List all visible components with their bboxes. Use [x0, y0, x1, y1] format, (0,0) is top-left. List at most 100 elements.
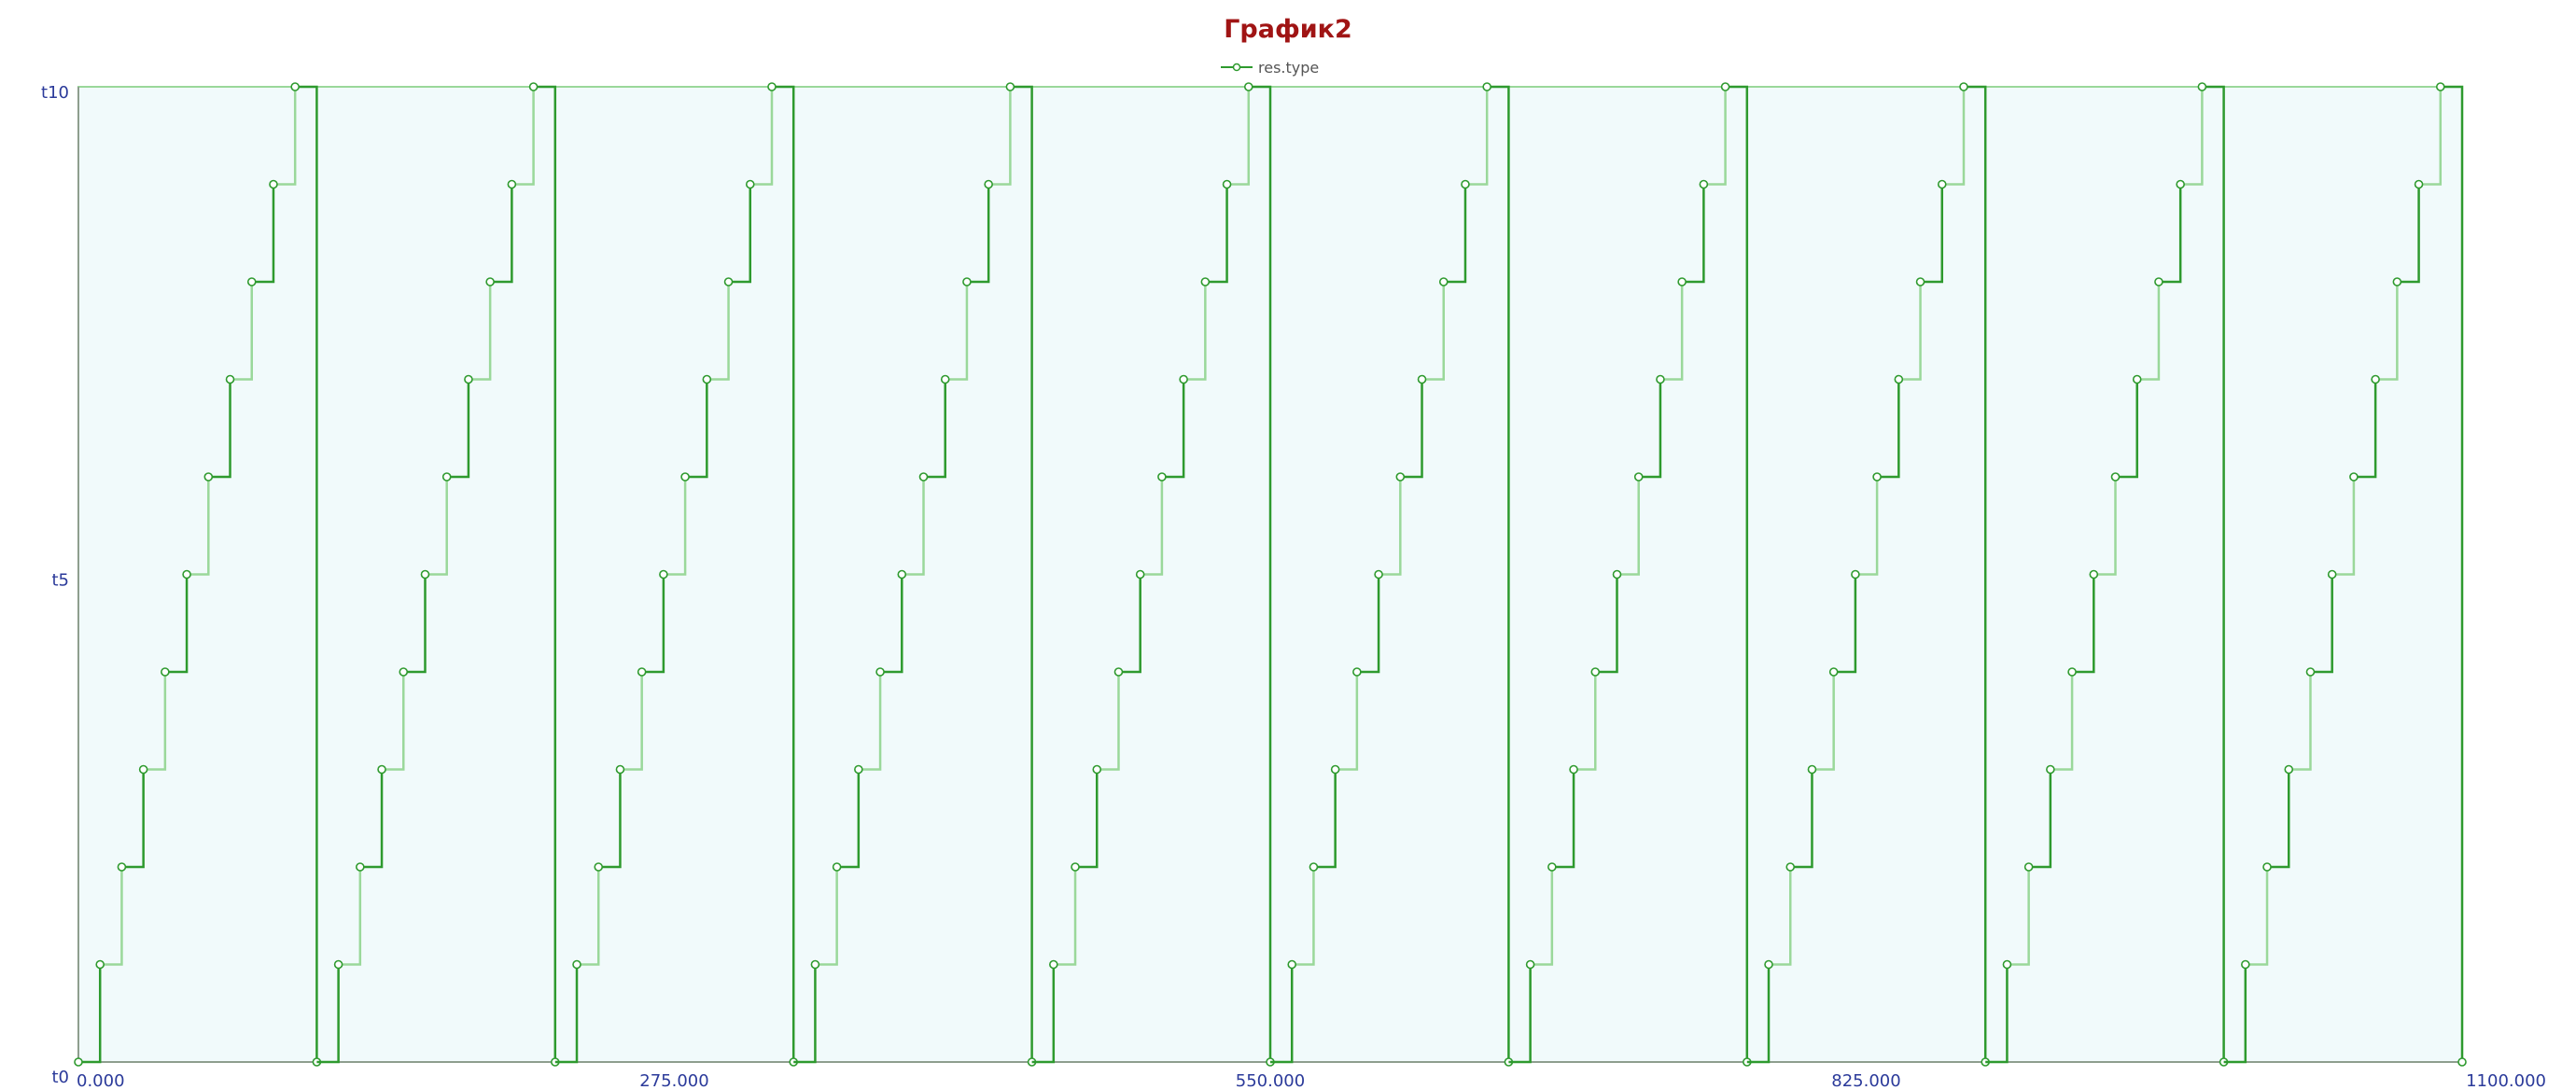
data-point	[1157, 472, 1167, 482]
data-point	[138, 764, 148, 775]
series-step	[446, 379, 470, 479]
data-point	[1461, 179, 1470, 189]
series-step	[1356, 574, 1380, 674]
series-step	[663, 477, 687, 576]
series-step	[923, 379, 946, 479]
series-step	[880, 574, 903, 674]
series-step	[1855, 477, 1879, 576]
data-point	[1677, 277, 1687, 286]
data-point	[485, 277, 495, 286]
data-point	[1569, 764, 1578, 775]
series-step	[2245, 867, 2269, 966]
data-point	[1915, 277, 1925, 286]
data-point	[615, 764, 625, 775]
series-step	[1421, 282, 1445, 381]
data-point	[161, 667, 170, 677]
data-point	[1179, 374, 1188, 384]
series-step	[468, 282, 492, 381]
data-point	[74, 1057, 83, 1067]
series-step	[2007, 867, 2030, 966]
data-point	[2349, 472, 2359, 482]
series-step	[966, 184, 990, 284]
series-step	[1746, 964, 1771, 1064]
series-step	[836, 769, 861, 869]
series-step	[815, 867, 838, 966]
y-tick-label: t5	[51, 571, 69, 591]
series-step	[2072, 574, 2095, 674]
series-step	[577, 867, 600, 966]
series-step	[359, 769, 384, 869]
data-point	[854, 764, 863, 775]
data-point	[2371, 374, 2380, 384]
series-step	[1464, 87, 1489, 186]
data-point	[767, 82, 777, 91]
series-step	[143, 672, 167, 771]
data-point	[1243, 82, 1253, 91]
data-point	[1200, 277, 1211, 286]
data-point	[2002, 959, 2012, 970]
series-step	[382, 672, 405, 771]
data-point	[2284, 764, 2294, 775]
series-step	[1508, 964, 1532, 1064]
series-step	[641, 574, 665, 674]
series-step	[187, 477, 210, 576]
data-point	[2414, 179, 2424, 189]
data-point	[1374, 569, 1383, 580]
data-point	[356, 862, 365, 872]
data-point	[745, 179, 755, 189]
data-point	[1525, 959, 1535, 970]
series-step	[1205, 184, 1228, 284]
data-point	[680, 472, 690, 482]
data-point	[2305, 667, 2316, 677]
series-step	[425, 477, 448, 576]
x-tick-label: 0.000	[77, 1071, 125, 1090]
series-step	[251, 184, 275, 284]
series-step	[1075, 769, 1099, 869]
data-point	[1720, 82, 1730, 91]
series-step	[533, 85, 557, 1062]
series-step	[273, 87, 297, 186]
series-step	[403, 574, 427, 674]
series-step	[490, 184, 513, 284]
y-tick-label: t0	[51, 1068, 69, 1087]
data-point	[441, 472, 452, 482]
series-step	[2331, 477, 2356, 576]
data-point	[1959, 82, 1968, 91]
legend: res.type	[1221, 56, 1319, 78]
series-step	[1790, 769, 1813, 869]
data-point	[2241, 959, 2250, 970]
data-point	[1590, 667, 1601, 677]
data-point	[2023, 862, 2034, 872]
series-step	[771, 85, 795, 1062]
series-step	[1031, 964, 1056, 1064]
legend-label: res.type	[1258, 58, 1320, 77]
series-step	[1963, 85, 1987, 1062]
x-tick-label: 1100.000	[2466, 1071, 2546, 1090]
series-step	[1898, 282, 1922, 381]
series-step	[793, 964, 817, 1064]
series-step	[2353, 379, 2377, 479]
data-point	[2154, 277, 2163, 286]
data-point	[1049, 959, 1058, 970]
data-point	[246, 277, 257, 286]
series-step	[685, 379, 708, 479]
data-point	[269, 179, 278, 189]
data-point	[1633, 472, 1644, 482]
data-point	[1438, 277, 1449, 286]
series-step	[1725, 85, 1749, 1062]
data-point	[182, 569, 191, 580]
data-point	[832, 862, 842, 872]
data-point	[377, 764, 386, 775]
data-point	[507, 179, 517, 189]
data-point	[2327, 569, 2337, 580]
series-step	[230, 282, 253, 381]
data-point	[2262, 862, 2272, 872]
data-point	[1937, 179, 1947, 189]
data-point	[1135, 569, 1145, 580]
series-step	[208, 379, 231, 479]
series-step	[78, 964, 102, 1064]
data-point	[464, 374, 473, 384]
data-point	[2176, 179, 2185, 189]
data-point	[2067, 667, 2077, 677]
